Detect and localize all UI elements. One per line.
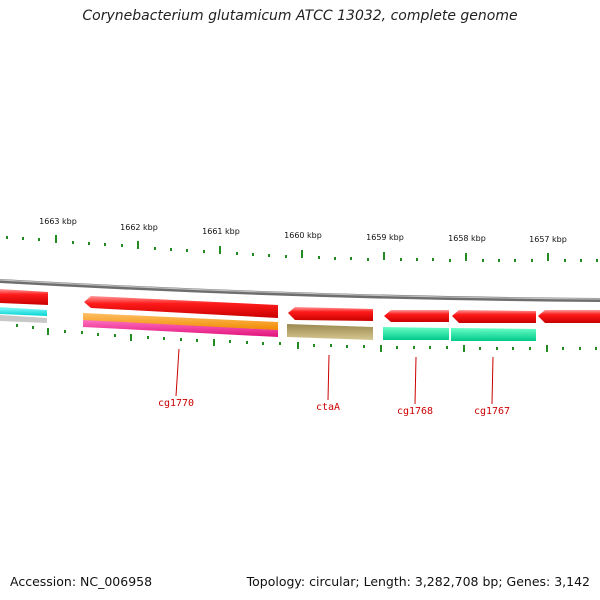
gene-label-cg1767[interactable]: cg1767 — [474, 406, 510, 417]
inner-ruler-ticks — [16, 324, 597, 352]
ruler-label: 1659 kbp — [366, 233, 404, 242]
ruler-labels: 1663 kbp 1662 kbp 1661 kbp 1660 kbp 1659… — [39, 217, 567, 244]
gene-arrow-ctaA[interactable] — [288, 307, 373, 321]
feature-bar-orange[interactable] — [83, 313, 278, 330]
ruler-label: 1663 kbp — [39, 217, 77, 226]
gene-arrow-cg1767[interactable] — [452, 310, 536, 323]
gene-label-lines — [175, 348, 494, 405]
feature-tracks — [0, 307, 536, 341]
gene-arrow-cg1768[interactable] — [384, 310, 449, 322]
feature-bar-magenta[interactable] — [83, 320, 278, 337]
outer-ruler-ticks — [6, 235, 598, 262]
gene-arrow-cg1770[interactable] — [84, 296, 278, 318]
genome-summary-text: Topology: circular; Length: 3,282,708 bp… — [246, 574, 590, 589]
ruler-label: 1661 kbp — [202, 227, 240, 236]
ruler-label: 1658 kbp — [448, 234, 486, 243]
gene-track — [0, 289, 600, 323]
feature-bar-silver[interactable] — [0, 315, 47, 323]
feature-bar-olive[interactable] — [287, 324, 373, 340]
gene-labels: cg1770 ctaA cg1768 cg1767 — [158, 398, 510, 417]
gene-arrow[interactable] — [0, 289, 48, 305]
genome-title: Corynebacterium glutamicum ATCC 13032, c… — [82, 8, 518, 24]
accession-text: Accession: NC_006958 — [10, 574, 153, 589]
ruler-label: 1662 kbp — [120, 223, 158, 232]
feature-bar-green[interactable] — [383, 327, 449, 340]
ruler-label: 1657 kbp — [529, 235, 567, 244]
gene-arrow[interactable] — [538, 310, 600, 323]
gene-label-ctaA[interactable]: ctaA — [316, 402, 340, 413]
feature-bar-cyan[interactable] — [0, 307, 47, 316]
ruler-label: 1660 kbp — [284, 231, 322, 240]
gene-label-cg1768[interactable]: cg1768 — [397, 406, 433, 417]
genome-backbone — [0, 279, 600, 302]
gene-label-cg1770[interactable]: cg1770 — [158, 398, 194, 409]
feature-bar-green[interactable] — [451, 328, 536, 341]
